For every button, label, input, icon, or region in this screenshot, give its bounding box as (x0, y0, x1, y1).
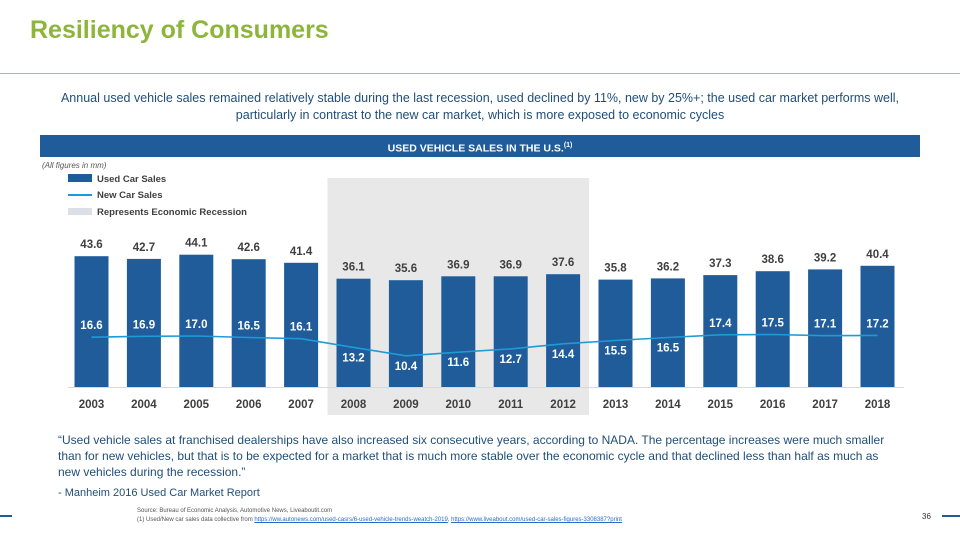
used-car-bar (441, 276, 476, 387)
used-car-bar (598, 279, 633, 387)
new-sales-data-label: 17.5 (762, 318, 785, 330)
banner-text: USED VEHICLE SALES IN THE U.S. (387, 142, 564, 155)
x-tick-label: 2009 (393, 399, 419, 411)
new-sales-data-label: 17.0 (185, 319, 207, 331)
x-tick-label: 2011 (498, 399, 524, 411)
quote-text: “Used vehicle sales at franchised dealer… (58, 433, 885, 479)
page-number: 36 (922, 512, 931, 521)
used-car-bar (755, 271, 790, 387)
quote-attribution: - Manheim 2016 Used Car Market Report (58, 487, 260, 499)
new-sales-data-label: 10.4 (395, 361, 418, 373)
new-sales-data-label: 17.4 (709, 318, 732, 330)
legend-label-recession: Represents Economic Recession (97, 207, 247, 218)
x-tick-label: 2012 (550, 399, 576, 411)
used-car-bar (126, 258, 161, 387)
used-sales-data-label: 43.6 (80, 239, 102, 251)
x-tick-label: 2003 (79, 399, 105, 411)
used-car-bar (284, 262, 319, 387)
used-sales-data-label: 35.8 (604, 263, 627, 275)
x-tick-label: 2006 (236, 399, 262, 411)
used-sales-data-label: 44.1 (185, 238, 208, 250)
used-sales-data-label: 42.6 (238, 242, 260, 254)
used-car-bar (650, 278, 685, 387)
used-sales-data-label: 39.2 (814, 252, 836, 264)
used-car-bar (179, 254, 214, 387)
used-sales-data-label: 41.4 (290, 246, 313, 258)
source-links-line: (1) Used/New car sales data collective f… (137, 516, 837, 525)
liveabout-link[interactable]: https://www.liveabout.com/used-car-sales… (451, 517, 622, 523)
used-car-bar (703, 275, 738, 387)
new-sales-data-label: 16.6 (80, 320, 102, 332)
x-tick-label: 2005 (184, 399, 210, 411)
x-tick-label: 2013 (603, 399, 629, 411)
new-sales-data-label: 12.7 (500, 354, 522, 366)
bottom-rule-right (942, 515, 960, 517)
autonews-link[interactable]: https://ww.autonews.com/used-casrs/6-use… (254, 517, 448, 523)
x-tick-label: 2016 (760, 399, 786, 411)
used-sales-data-label: 37.3 (709, 258, 731, 270)
new-sales-data-label: 13.2 (342, 352, 364, 364)
new-sales-data-label: 16.5 (657, 343, 680, 355)
source-prefix: (1) Used/New car sales data collective f… (137, 517, 255, 523)
chart-banner: USED VEHICLE SALES IN THE U.S.(1) (40, 135, 920, 157)
used-car-bar (808, 269, 843, 387)
x-tick-label: 2004 (131, 399, 157, 411)
used-sales-data-label: 35.6 (395, 263, 417, 275)
used-sales-data-label: 42.7 (133, 242, 155, 254)
x-tick-label: 2007 (288, 399, 314, 411)
new-sales-data-label: 17.1 (814, 319, 837, 331)
new-sales-data-label: 15.5 (604, 346, 627, 358)
used-car-bar (546, 274, 581, 387)
source-separator: , (447, 517, 452, 523)
x-tick-label: 2015 (708, 399, 734, 411)
x-tick-label: 2018 (865, 399, 891, 411)
used-sales-data-label: 38.6 (762, 254, 784, 266)
used-sales-data-label: 36.2 (657, 261, 679, 273)
page-title: Resiliency of Consumers (30, 16, 329, 44)
used-car-bar (388, 280, 423, 387)
new-sales-data-label: 16.5 (238, 321, 261, 333)
new-sales-data-label: 17.2 (866, 318, 888, 330)
figures-note: (All figures in mm) (42, 161, 107, 170)
bottom-rule-left (0, 515, 12, 517)
new-sales-data-label: 11.6 (447, 357, 469, 369)
subtitle-text: Annual used vehicle sales remained relat… (60, 91, 900, 122)
used-car-bar (231, 259, 266, 387)
legend-label-new: New Car Sales (97, 190, 162, 201)
x-tick-label: 2008 (341, 399, 367, 411)
source-footnote: Source: Bureau of Economic Analysis, Aut… (137, 507, 837, 525)
used-car-bar (74, 256, 109, 387)
title-divider (0, 73, 960, 74)
new-sales-data-label: 16.1 (290, 322, 313, 334)
used-sales-data-label: 36.1 (342, 262, 365, 274)
used-car-bar (860, 265, 895, 387)
source-line: Source: Bureau of Economic Analysis, Aut… (137, 508, 333, 514)
new-car-sales-line (91, 333, 878, 357)
used-car-bar (336, 278, 371, 387)
legend-swatch-recession (68, 208, 92, 215)
banner-footnote-marker: (1) (563, 142, 573, 149)
used-car-bar (493, 276, 528, 387)
legend-swatch-used (68, 174, 92, 182)
used-sales-data-label: 36.9 (447, 259, 469, 271)
used-sales-data-label: 37.6 (552, 257, 574, 269)
x-tick-label: 2014 (655, 399, 681, 411)
x-tick-label: 2017 (812, 399, 838, 411)
new-sales-data-label: 14.4 (552, 349, 575, 361)
x-tick-label: 2010 (446, 399, 472, 411)
used-sales-data-label: 40.4 (866, 249, 889, 261)
used-sales-data-label: 36.9 (500, 259, 522, 271)
legend-label-used: Used Car Sales (97, 174, 166, 185)
new-sales-data-label: 16.9 (133, 319, 155, 331)
